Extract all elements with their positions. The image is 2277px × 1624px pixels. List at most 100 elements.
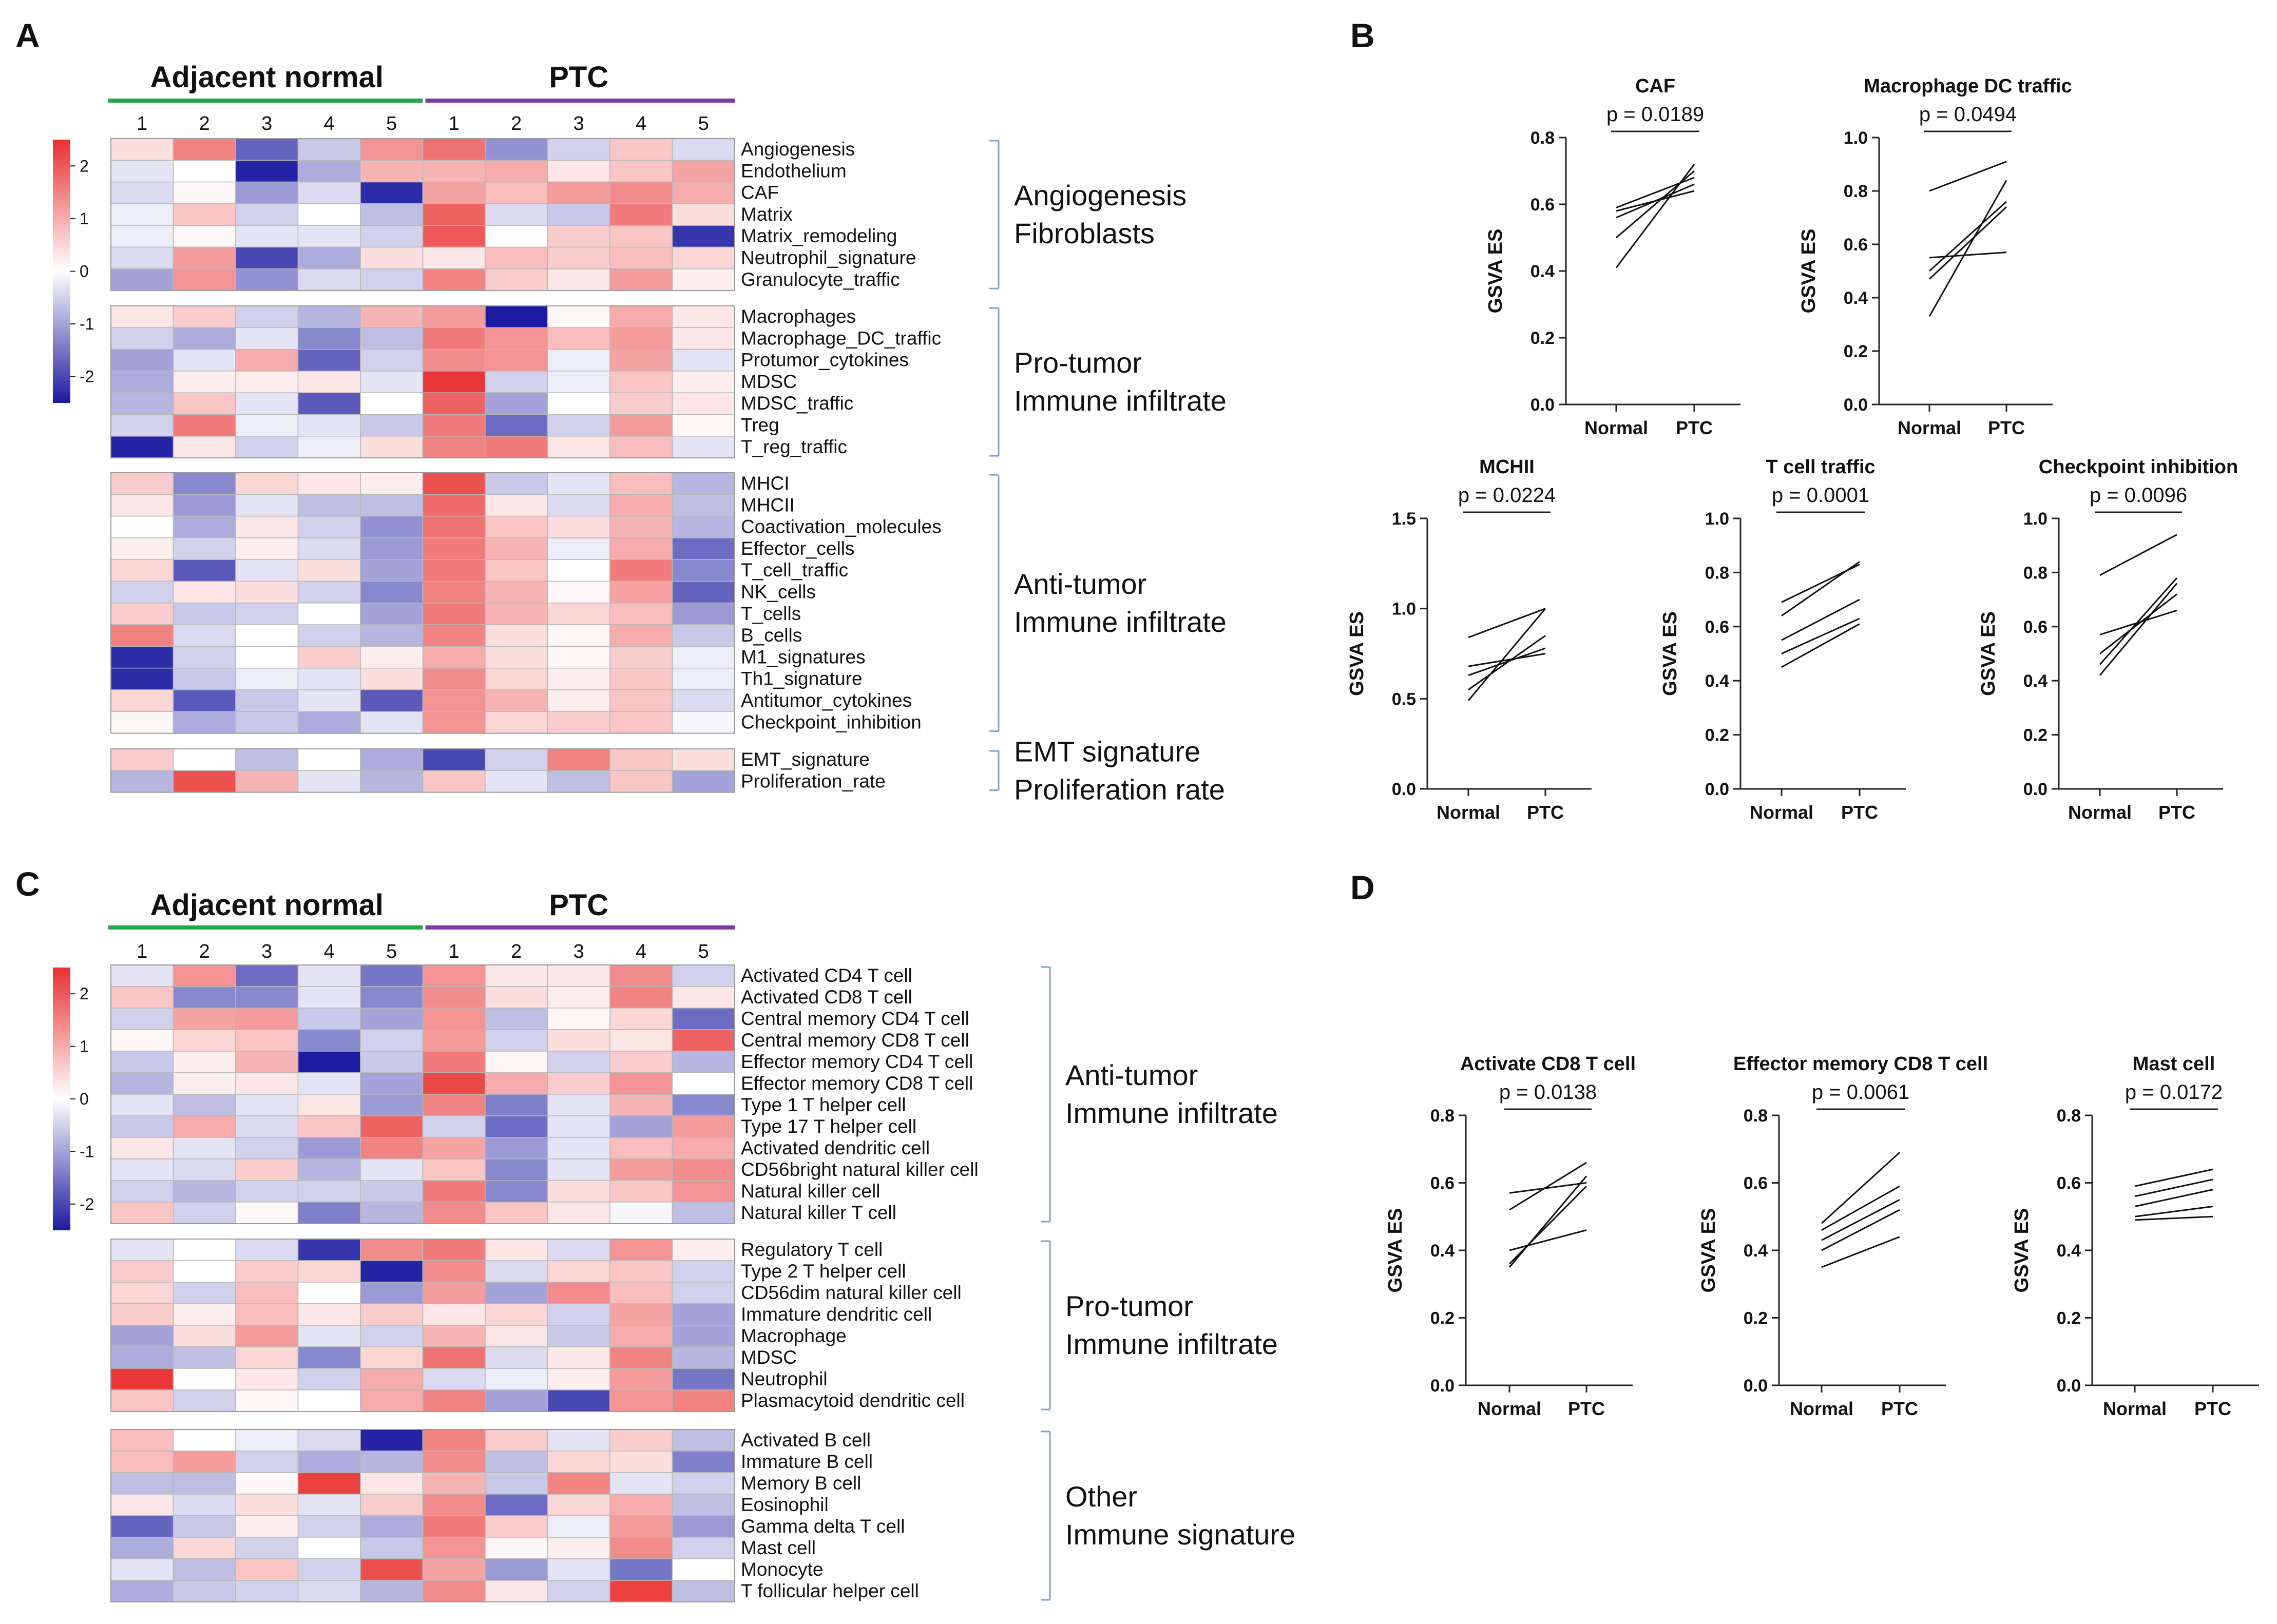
row-label: Effector memory CD4 T cell: [741, 1051, 973, 1072]
heatmap-cell: [235, 138, 299, 161]
heatmap-cell: [360, 1137, 424, 1159]
heatmap-cell: [110, 414, 174, 437]
heatmap-cell: [360, 515, 424, 538]
heatmap-cell: [547, 1008, 610, 1030]
heatmap-cell: [173, 1008, 236, 1030]
heatmap-cell: [110, 1429, 174, 1452]
heatmap-cell: [173, 581, 236, 604]
heatmap-cell: [360, 1580, 424, 1602]
heatmap-cell: [422, 414, 486, 437]
heatmap-cell: [485, 1180, 548, 1203]
heatmap-cell: [360, 603, 424, 625]
heatmap-cell: [360, 1325, 424, 1347]
heatmap-cell: [297, 770, 361, 793]
column-label: 1: [137, 113, 147, 134]
heatmap-cell: [297, 327, 361, 350]
heatmap-cell: [360, 138, 424, 161]
heatmap-cell: [609, 246, 673, 269]
heatmap-cell: [672, 1029, 735, 1052]
heatmap-cell: [609, 349, 673, 372]
heatmap-cell: [360, 1072, 424, 1095]
heatmap-cell: [609, 770, 673, 793]
heatmap-cell: [485, 1029, 548, 1052]
heatmap-cell: [110, 1303, 174, 1326]
heatmap-cell: [360, 1158, 424, 1181]
heatmap-cell: [173, 1580, 236, 1602]
x-tick-label: PTC: [1527, 802, 1564, 823]
heatmap-cell: [235, 225, 299, 248]
heatmap-cell: [173, 1180, 236, 1203]
heatmap-cell: [547, 1137, 610, 1159]
heatmap-cell: [547, 1303, 610, 1326]
heatmap-cell: [609, 515, 673, 538]
y-tick-label: 1.0: [1392, 600, 1416, 619]
p-value: p = 0.0224: [1458, 484, 1556, 507]
heatmap-cell: [422, 1325, 486, 1347]
heatmap-cell: [110, 349, 174, 372]
p-value: p = 0.0494: [1919, 103, 2017, 126]
heatmap-cell: [547, 964, 610, 987]
paired-line: [1468, 635, 1546, 690]
heatmap-cell: [297, 371, 361, 393]
heatmap-cell: [297, 225, 361, 248]
column-label: 5: [698, 113, 709, 134]
heatmap-cell: [547, 689, 610, 712]
heatmap-cell: [297, 246, 361, 269]
heatmap-cell: [422, 305, 486, 328]
heatmap-cell: [485, 1008, 548, 1030]
paired-line: [1929, 161, 2007, 192]
heatmap-cell: [360, 1494, 424, 1516]
heatmap-cell: [235, 1494, 299, 1516]
heatmap-cell: [297, 414, 361, 437]
heatmap-cell: [360, 1115, 424, 1138]
y-tick-label: 0.8: [1430, 1106, 1455, 1126]
x-tick-label: PTC: [1881, 1398, 1918, 1419]
heatmap-cell: [547, 603, 610, 625]
panel-letter-a: A: [15, 16, 40, 54]
row-label: Neutrophil_signature: [741, 247, 916, 268]
heatmap-cell: [547, 986, 610, 1009]
heatmap-cell: [609, 1451, 673, 1473]
heatmap-cell: [609, 1580, 673, 1602]
colorbar-tick-label: -2: [80, 1195, 94, 1213]
heatmap-cell: [422, 181, 486, 204]
heatmap-cell: [235, 494, 299, 517]
heatmap-cell: [297, 581, 361, 604]
row-label: Coactivation_molecules: [741, 516, 942, 537]
heatmap-cell: [422, 203, 486, 226]
heatmap-cell: [360, 537, 424, 560]
heatmap-cell: [609, 138, 673, 161]
heatmap-cell: [547, 305, 610, 328]
heatmap-cell: [360, 1303, 424, 1326]
heatmap-cell: [235, 1202, 299, 1224]
heatmap-cell: [422, 392, 486, 415]
heatmap-cell: [485, 327, 548, 350]
heatmap-cell: [609, 327, 673, 350]
heatmap-cell: [485, 581, 548, 604]
heatmap-cell: [672, 246, 735, 269]
heatmap-cell: [110, 689, 174, 712]
category-label: Pro-tumor: [1014, 346, 1142, 379]
heatmap-cell: [485, 1158, 548, 1181]
chart-title: Effector memory CD8 T cell: [1733, 1053, 1988, 1075]
p-value: p = 0.0138: [1499, 1081, 1597, 1104]
heatmap-cell: [609, 711, 673, 734]
heatmap-cell: [110, 1008, 174, 1030]
heatmap-cell: [422, 1202, 486, 1224]
heatmap-cell: [422, 1239, 486, 1261]
heatmap-cell: [360, 1051, 424, 1073]
row-label: Activated CD4 T cell: [741, 965, 912, 986]
heatmap-cell: [297, 494, 361, 517]
x-tick-label: Normal: [1750, 802, 1813, 823]
heatmap-cell: [672, 1137, 735, 1159]
heatmap-cell: [360, 1537, 424, 1559]
heatmap-cell: [110, 1368, 174, 1390]
row-label: Mast cell: [741, 1537, 816, 1558]
row-label: Type 17 T helper cell: [741, 1116, 916, 1137]
heatmap-cell: [110, 494, 174, 517]
heatmap-cell: [609, 1239, 673, 1261]
heatmap-cell: [297, 1260, 361, 1283]
heatmap-cell: [672, 1282, 735, 1304]
heatmap-cell: [547, 1580, 610, 1602]
